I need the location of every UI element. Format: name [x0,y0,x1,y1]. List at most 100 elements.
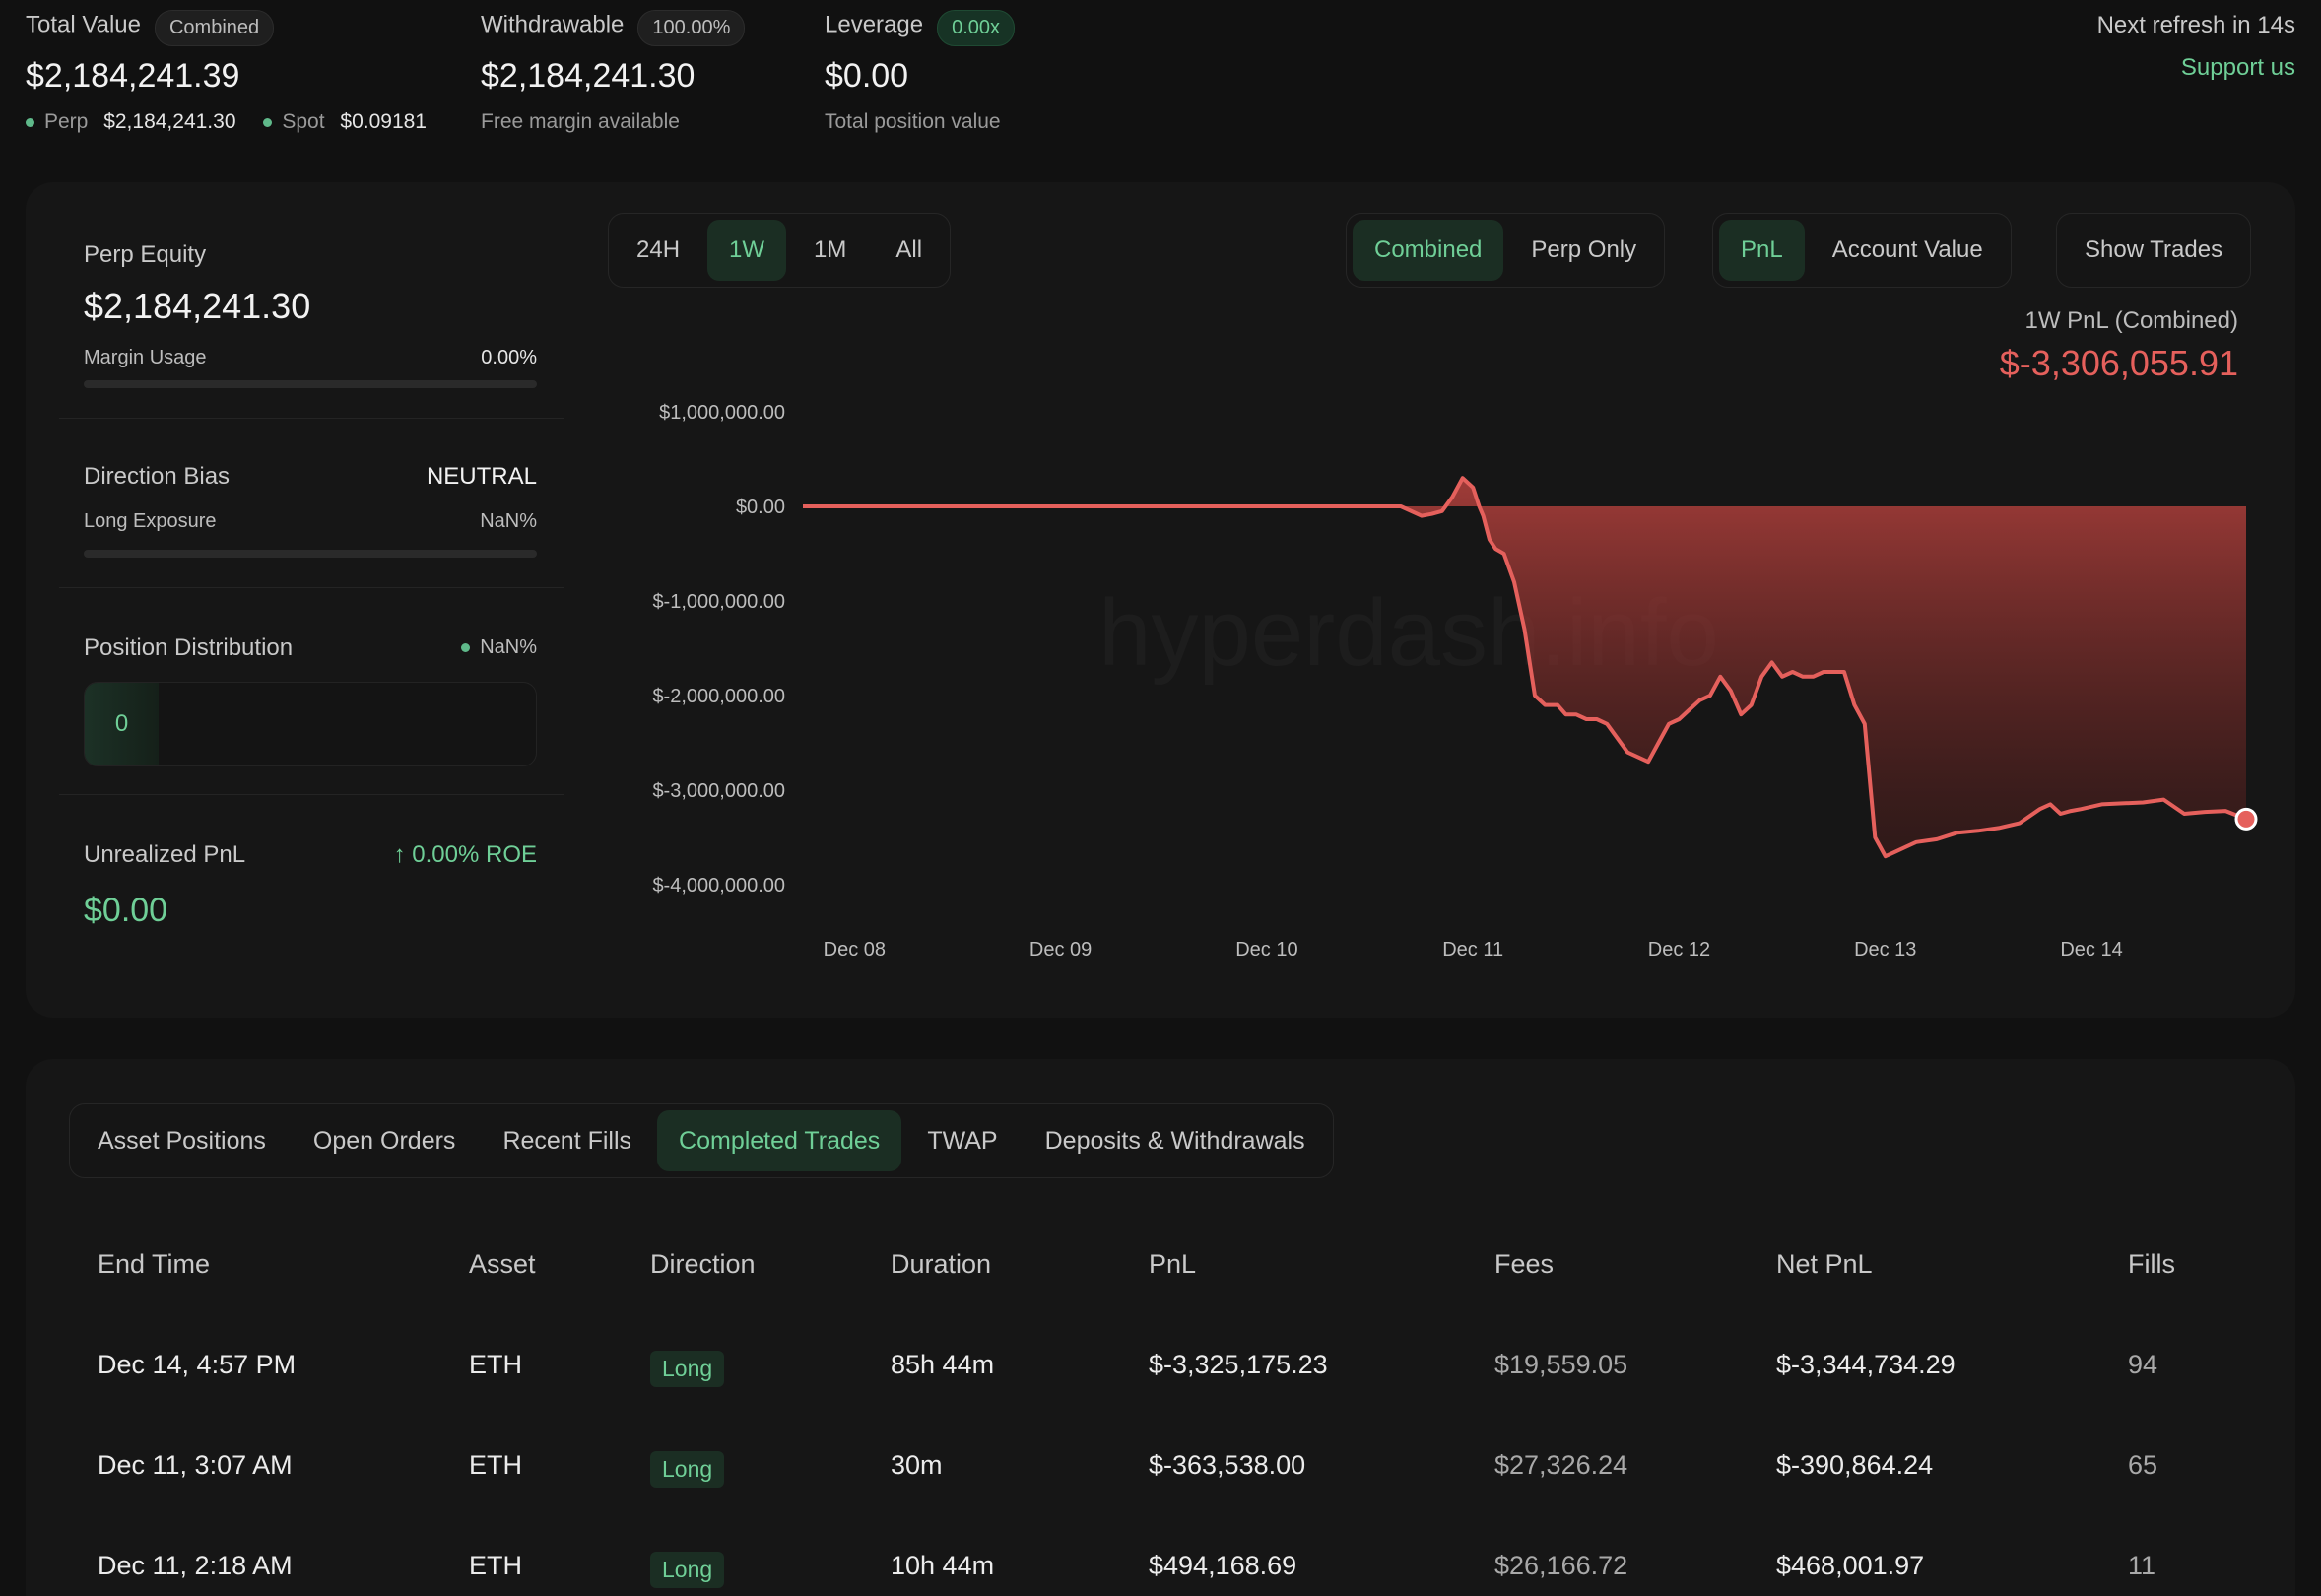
direction-bias-value: NEUTRAL [426,463,537,490]
position-distribution-bar: 0 [84,682,537,766]
cell-pnl: $494,168.69 [1149,1551,1297,1580]
cell-asset[interactable]: ETH [469,1350,522,1379]
cell-fills: 65 [2128,1450,2158,1480]
x-tick-label: Dec 13 [1854,939,1916,961]
perp-equity-label: Perp Equity [84,241,207,268]
withdrawable-value: $2,184,241.30 [481,57,696,95]
range-1w-button[interactable]: 1W [707,220,787,281]
tab-asset-positions[interactable]: Asset Positions [98,1127,266,1155]
tab-completed-trades[interactable]: Completed Trades [657,1110,902,1171]
metric-pnl-button[interactable]: PnL [1719,220,1805,281]
cell-end-time: Dec 14, 4:57 PM [98,1350,297,1379]
cell-fees: $27,326.24 [1494,1450,1628,1480]
range-1m-button[interactable]: 1M [814,236,847,263]
y-tick-label: $-3,000,000.00 [652,780,785,802]
pnl-chart: $1,000,000.00 $0.00 $-1,000,000.00 $-2,000,… [652,402,2258,961]
scope-perp-only-button[interactable]: Perp Only [1531,236,1637,263]
tab-twap[interactable]: TWAP [927,1127,998,1155]
total-value-label: Total Value [26,11,141,38]
cell-end-time: Dec 11, 3:07 AM [98,1450,293,1480]
direction-badge: Long [650,1351,725,1387]
perp-label: Perp [44,110,89,133]
direction-bias-label: Direction Bias [84,463,231,490]
position-distribution-percent: NaN% [480,636,537,658]
col-fees[interactable]: Fees [1494,1249,1555,1279]
x-tick-label: Dec 10 [1235,939,1297,961]
perp-value: $2,184,241.30 [103,110,236,133]
tab-deposits-withdrawals[interactable]: Deposits & Withdrawals [1044,1127,1305,1155]
range-24h-button[interactable]: 24H [636,236,681,263]
cell-duration: 30m [891,1450,943,1480]
x-tick-label: Dec 14 [2060,939,2122,961]
cell-pnl: $-363,538.00 [1149,1450,1306,1480]
col-asset[interactable]: Asset [469,1249,536,1279]
support-link[interactable]: Support us [2180,54,2295,81]
total-value-pill: Combined [154,10,275,46]
col-pnl[interactable]: PnL [1149,1249,1197,1279]
cell-net-pnl: $-3,344,734.29 [1776,1350,1956,1379]
cell-duration: 10h 44m [891,1551,995,1580]
divider [59,794,564,795]
tab-recent-fills[interactable]: Recent Fills [502,1127,632,1155]
long-exposure-bar [84,550,537,558]
show-trades-toggle: Show Trades [2056,213,2252,288]
position-count: 0 [85,683,159,765]
scope-combined-button[interactable]: Combined [1353,220,1504,281]
chart-title: 1W PnL (Combined) [2024,307,2238,334]
withdrawable-pill: 100.00% [637,10,746,46]
col-net-pnl[interactable]: Net PnL [1776,1249,1873,1279]
leverage-sub: Total position value [825,110,1001,133]
unrealized-pnl-value: $0.00 [84,892,168,929]
position-dot-icon [461,643,471,653]
y-tick-label: $-1,000,000.00 [652,591,785,613]
spot-label: Spot [282,110,325,133]
spot-value: $0.09181 [340,110,427,133]
col-end-time[interactable]: End Time [98,1249,211,1279]
col-duration[interactable]: Duration [891,1249,992,1279]
position-distribution-value: NaN% [374,636,537,659]
leverage-block: Leverage 0.00x [825,10,1016,46]
cell-pnl: $-3,325,175.23 [1149,1350,1328,1379]
cell-asset[interactable]: ETH [469,1450,522,1480]
col-fills[interactable]: Fills [2128,1249,2175,1279]
margin-usage-bar [84,380,537,388]
cell-asset[interactable]: ETH [469,1551,522,1580]
range-selector: 24H 1W 1M All [608,213,952,288]
leverage-label: Leverage [825,11,924,38]
divider [59,587,564,588]
cell-net-pnl: $468,001.97 [1776,1551,1925,1580]
direction-badge: Long [650,1451,725,1488]
total-value-block: Total Value Combined [26,10,275,46]
pnl-area [803,478,2246,857]
position-distribution-label: Position Distribution [84,634,294,661]
unrealized-pnl-label: Unrealized PnL [84,841,246,868]
cell-fills: 94 [2128,1350,2158,1379]
y-tick-label: $-4,000,000.00 [652,875,785,897]
metric-account-value-button[interactable]: Account Value [1831,236,1983,263]
margin-usage-value: 0.00% [481,347,537,368]
x-tick-label: Dec 12 [1648,939,1710,961]
withdrawable-block: Withdrawable 100.00% [481,10,746,46]
show-trades-button[interactable]: Show Trades [2085,236,2223,263]
divider [59,418,564,419]
x-tick-label: Dec 11 [1442,939,1503,961]
cell-end-time: Dec 11, 2:18 AM [98,1551,293,1580]
cell-duration: 85h 44m [891,1350,995,1379]
chart-headline-value: $-3,306,055.91 [1999,343,2238,383]
long-exposure-label: Long Exposure [84,510,217,532]
refresh-countdown: Next refresh in 14s [2096,12,2295,38]
y-tick-label: $1,000,000.00 [659,402,785,424]
cell-net-pnl: $-390,864.24 [1776,1450,1934,1480]
roe-text: 0.00% ROE [412,841,537,868]
range-all-button[interactable]: All [895,236,923,263]
trades-tabs: Asset Positions Open Orders Recent Fills… [69,1103,1334,1178]
margin-usage-label: Margin Usage [84,347,207,368]
col-direction[interactable]: Direction [650,1249,756,1279]
cell-fees: $19,559.05 [1494,1350,1628,1379]
leverage-pill: 0.00x [937,10,1016,46]
pnl-end-point[interactable] [2234,807,2258,831]
total-value: $2,184,241.39 [26,57,240,95]
tab-open-orders[interactable]: Open Orders [312,1127,456,1155]
leverage-value: $0.00 [825,57,909,95]
y-tick-label: $-2,000,000.00 [652,686,785,707]
